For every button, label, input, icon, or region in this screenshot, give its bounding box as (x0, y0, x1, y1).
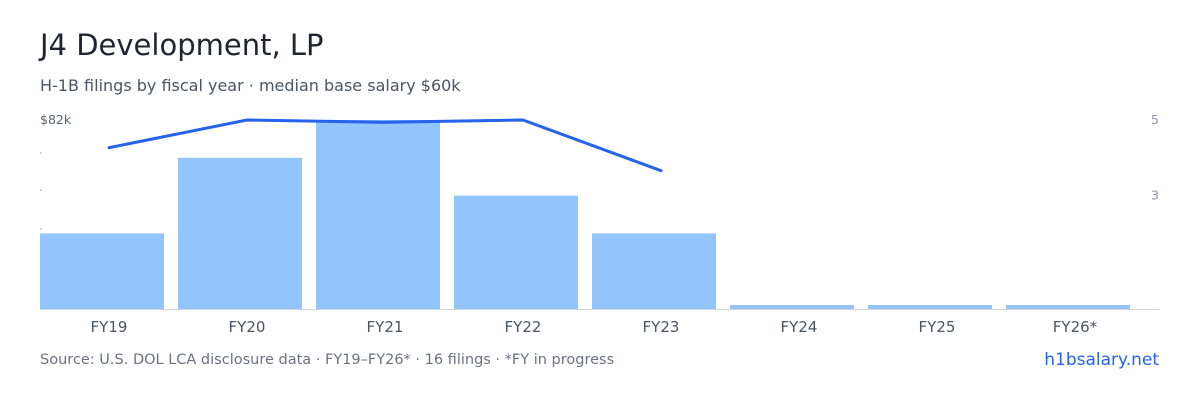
right-axis-tick-label: 3 (1151, 188, 1159, 203)
bar-fy23 (592, 233, 716, 309)
category-labels: FY19 FY20 FY21 FY22 FY23 FY24 FY25 FY26* (91, 318, 1098, 336)
bar-fy21 (316, 120, 440, 309)
left-axis-minor-tick (40, 189, 42, 191)
bar-fy22 (454, 195, 578, 309)
category-label: FY24 (781, 318, 818, 336)
page-title: J4 Development, LP (40, 28, 324, 62)
left-axis-ticks: $82k (40, 112, 72, 230)
bar-fy26 (1006, 305, 1130, 309)
salary-line (107, 118, 663, 173)
source-note: Source: U.S. DOL LCA disclosure data · F… (40, 352, 615, 368)
category-label: FY26* (1053, 318, 1098, 336)
category-label: FY19 (91, 318, 128, 336)
left-axis-minor-tick (40, 228, 42, 230)
left-axis-tick-label: $82k (40, 112, 72, 127)
filings-chart: $82k 53 FY19 FY20 FY21 FY22 FY23 FY24 FY25 FY26… (40, 112, 1160, 336)
right-axis-ticks: 53 (1151, 112, 1159, 203)
category-label: FY25 (919, 318, 956, 336)
category-label: FY23 (643, 318, 680, 336)
bar-fy25 (868, 305, 992, 309)
category-label: FY20 (229, 318, 266, 336)
bar-group (40, 120, 1130, 309)
right-axis-tick-label: 5 (1151, 112, 1159, 127)
brand-link[interactable]: h1bsalary.net (1044, 350, 1159, 370)
left-axis-minor-tick (40, 152, 42, 154)
bar-fy19 (40, 233, 164, 309)
category-label: FY21 (367, 318, 404, 336)
category-label: FY22 (505, 318, 542, 336)
bar-fy20 (178, 157, 302, 309)
chart-subtitle: H-1B filings by fiscal year · median bas… (40, 76, 461, 95)
bar-fy24 (730, 305, 854, 309)
